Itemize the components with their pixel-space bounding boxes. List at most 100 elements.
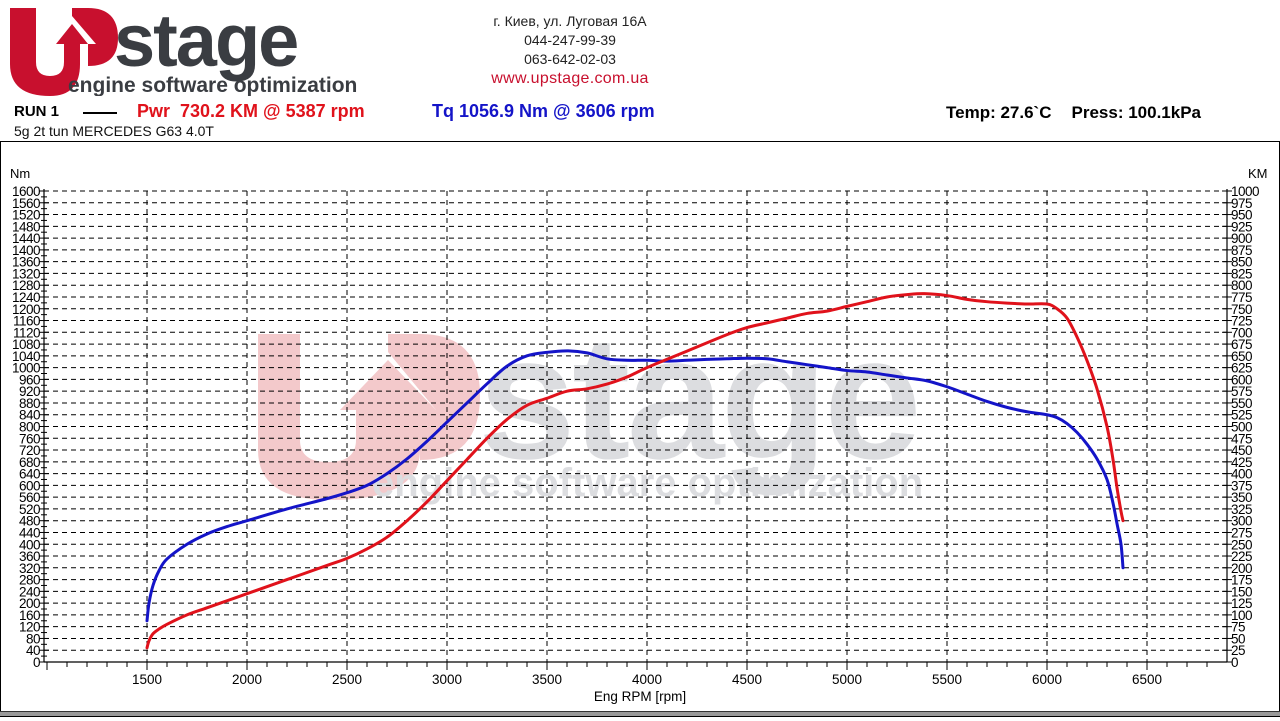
svg-text:875: 875 bbox=[1231, 243, 1252, 258]
svg-text:2500: 2500 bbox=[332, 672, 362, 687]
svg-text:1360: 1360 bbox=[12, 255, 40, 270]
svg-text:1240: 1240 bbox=[12, 290, 40, 305]
svg-text:975: 975 bbox=[1231, 196, 1252, 211]
svg-text:KM: KM bbox=[1248, 166, 1268, 181]
svg-text:325: 325 bbox=[1231, 502, 1252, 517]
svg-text:650: 650 bbox=[1231, 349, 1252, 364]
svg-text:480: 480 bbox=[19, 514, 40, 529]
contact-block: г. Киев, ул. Луговая 16А 044-247-99-39 0… bbox=[420, 12, 720, 88]
svg-text:600: 600 bbox=[1231, 372, 1252, 387]
chart-axes: Nm KM040801201602002402803203604004404805… bbox=[10, 166, 1268, 704]
svg-text:520: 520 bbox=[19, 502, 40, 517]
svg-text:575: 575 bbox=[1231, 384, 1252, 399]
power-summary: Pwr 730.2 KM @ 5387 rpm bbox=[137, 101, 365, 121]
svg-text:1520: 1520 bbox=[12, 208, 40, 223]
svg-text:925: 925 bbox=[1231, 219, 1252, 234]
svg-text:3500: 3500 bbox=[532, 672, 562, 687]
svg-text:4000: 4000 bbox=[632, 672, 662, 687]
svg-text:175: 175 bbox=[1231, 573, 1252, 588]
svg-text:675: 675 bbox=[1231, 337, 1252, 352]
svg-text:1560: 1560 bbox=[12, 196, 40, 211]
svg-text:1040: 1040 bbox=[12, 349, 40, 364]
svg-text:950: 950 bbox=[1231, 208, 1252, 223]
svg-text:1320: 1320 bbox=[12, 266, 40, 281]
pressure: Press: 100.1kPa bbox=[1071, 103, 1202, 122]
svg-text:5500: 5500 bbox=[932, 672, 962, 687]
upstage-logo-graphic: stage engine software optimization bbox=[10, 0, 357, 97]
svg-text:625: 625 bbox=[1231, 361, 1252, 376]
svg-text:560: 560 bbox=[19, 490, 40, 505]
chart-series bbox=[145, 292, 1125, 650]
svg-text:400: 400 bbox=[19, 537, 40, 552]
website-link[interactable]: www.upstage.com.ua bbox=[491, 70, 649, 87]
upstage-logo: stage engine software optimization bbox=[6, 0, 406, 97]
svg-text:0: 0 bbox=[1231, 655, 1238, 670]
svg-text:800: 800 bbox=[19, 420, 40, 435]
svg-text:1200: 1200 bbox=[12, 302, 40, 317]
bottom-border bbox=[0, 711, 1280, 716]
svg-text:200: 200 bbox=[1231, 561, 1252, 576]
svg-text:400: 400 bbox=[1231, 467, 1252, 482]
svg-text:375: 375 bbox=[1231, 478, 1252, 493]
svg-text:800: 800 bbox=[1231, 278, 1252, 293]
svg-text:280: 280 bbox=[19, 573, 40, 588]
svg-text:0: 0 bbox=[33, 655, 40, 670]
svg-text:1400: 1400 bbox=[12, 243, 40, 258]
svg-text:640: 640 bbox=[19, 467, 40, 482]
bottom-border-2 bbox=[0, 716, 1280, 721]
svg-text:920: 920 bbox=[19, 384, 40, 399]
svg-text:6500: 6500 bbox=[1132, 672, 1162, 687]
svg-text:840: 840 bbox=[19, 408, 40, 423]
svg-text:680: 680 bbox=[19, 455, 40, 470]
svg-text:525: 525 bbox=[1231, 408, 1252, 423]
svg-text:500: 500 bbox=[1231, 420, 1252, 435]
svg-text:75: 75 bbox=[1231, 620, 1245, 635]
svg-text:320: 320 bbox=[19, 561, 40, 576]
svg-text:440: 440 bbox=[19, 525, 40, 540]
svg-text:1000: 1000 bbox=[12, 361, 40, 376]
svg-text:425: 425 bbox=[1231, 455, 1252, 470]
ambient-conditions: Temp: 27.6`C Press: 100.1kPa bbox=[946, 103, 1221, 123]
svg-text:900: 900 bbox=[1231, 231, 1252, 246]
svg-text:250: 250 bbox=[1231, 537, 1252, 552]
svg-text:275: 275 bbox=[1231, 525, 1252, 540]
svg-text:300: 300 bbox=[1231, 514, 1252, 529]
chart-grid bbox=[44, 190, 1227, 662]
svg-text:1000: 1000 bbox=[1231, 184, 1259, 199]
svg-text:5000: 5000 bbox=[832, 672, 862, 687]
svg-text:Eng RPM [rpm]: Eng RPM [rpm] bbox=[594, 689, 686, 704]
svg-text:160: 160 bbox=[19, 608, 40, 623]
vehicle-subtitle: 5g 2t tun MERCEDES G63 4.0T bbox=[14, 123, 214, 139]
run-label: RUN 1 bbox=[14, 103, 60, 120]
svg-text:1440: 1440 bbox=[12, 231, 40, 246]
svg-text:1160: 1160 bbox=[13, 314, 40, 329]
svg-text:2000: 2000 bbox=[232, 672, 262, 687]
svg-text:700: 700 bbox=[1231, 325, 1252, 340]
svg-text:225: 225 bbox=[1231, 549, 1252, 564]
svg-text:120: 120 bbox=[19, 620, 40, 635]
svg-text:4500: 4500 bbox=[732, 672, 762, 687]
svg-text:475: 475 bbox=[1231, 431, 1252, 446]
svg-text:350: 350 bbox=[1231, 490, 1252, 505]
svg-text:80: 80 bbox=[26, 631, 40, 646]
svg-text:880: 880 bbox=[19, 396, 40, 411]
svg-text:50: 50 bbox=[1231, 631, 1245, 646]
svg-text:600: 600 bbox=[19, 478, 40, 493]
svg-text:1500: 1500 bbox=[132, 672, 162, 687]
svg-text:25: 25 bbox=[1231, 643, 1245, 658]
svg-text:100: 100 bbox=[1231, 608, 1252, 623]
svg-text:1600: 1600 bbox=[12, 184, 40, 199]
phone-2: 063-642-02-03 bbox=[524, 51, 616, 67]
svg-text:125: 125 bbox=[1231, 596, 1252, 611]
svg-text:775: 775 bbox=[1231, 290, 1252, 305]
address: г. Киев, ул. Луговая 16А bbox=[493, 13, 647, 29]
svg-text:150: 150 bbox=[1231, 584, 1252, 599]
svg-text:960: 960 bbox=[19, 372, 40, 387]
power-curve bbox=[145, 292, 1125, 650]
svg-text:stage: stage bbox=[114, 4, 297, 82]
svg-text:450: 450 bbox=[1231, 443, 1252, 458]
svg-text:Nm: Nm bbox=[10, 166, 30, 181]
svg-text:360: 360 bbox=[19, 549, 40, 564]
